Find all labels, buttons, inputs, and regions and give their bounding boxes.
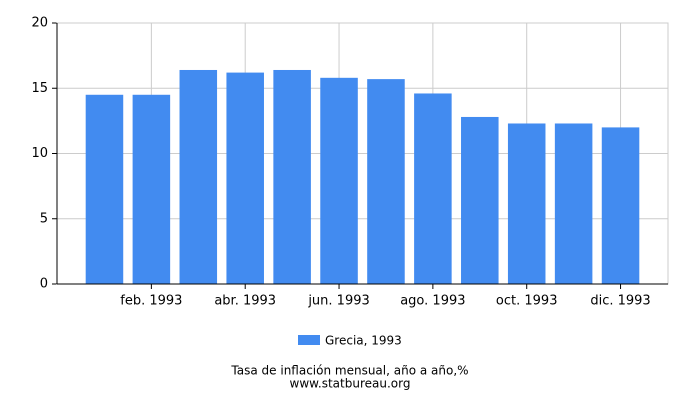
x-tick-label: oct. 1993 <box>496 294 558 309</box>
bar <box>85 94 124 285</box>
source: www.statbureau.org <box>290 377 411 391</box>
y-tick-label: 15 <box>31 81 48 96</box>
bar <box>132 94 171 285</box>
y-tick-label: 20 <box>31 16 48 31</box>
x-tick-label: jun. 1993 <box>307 294 369 309</box>
legend-swatch <box>298 335 320 345</box>
y-tick-label: 10 <box>31 146 48 161</box>
chart-title: Tasa de inflación mensual, año a año,% <box>230 364 468 378</box>
bar <box>601 127 640 285</box>
legend-label: Grecia, 1993 <box>325 334 402 348</box>
x-tick-label: abr. 1993 <box>214 294 276 309</box>
y-tick-label: 5 <box>40 211 48 226</box>
x-tick-label: ago. 1993 <box>400 294 465 309</box>
bar <box>226 72 264 284</box>
bar <box>507 123 546 284</box>
y-tick-label: 0 <box>40 277 48 292</box>
x-tick-label: feb. 1993 <box>120 294 182 309</box>
bar <box>320 77 358 284</box>
bar <box>179 69 218 284</box>
bar <box>273 69 311 284</box>
bar <box>461 116 499 285</box>
bar <box>414 93 452 284</box>
bar <box>554 123 593 284</box>
x-tick-label: dic. 1993 <box>590 294 650 309</box>
bar <box>367 79 405 285</box>
